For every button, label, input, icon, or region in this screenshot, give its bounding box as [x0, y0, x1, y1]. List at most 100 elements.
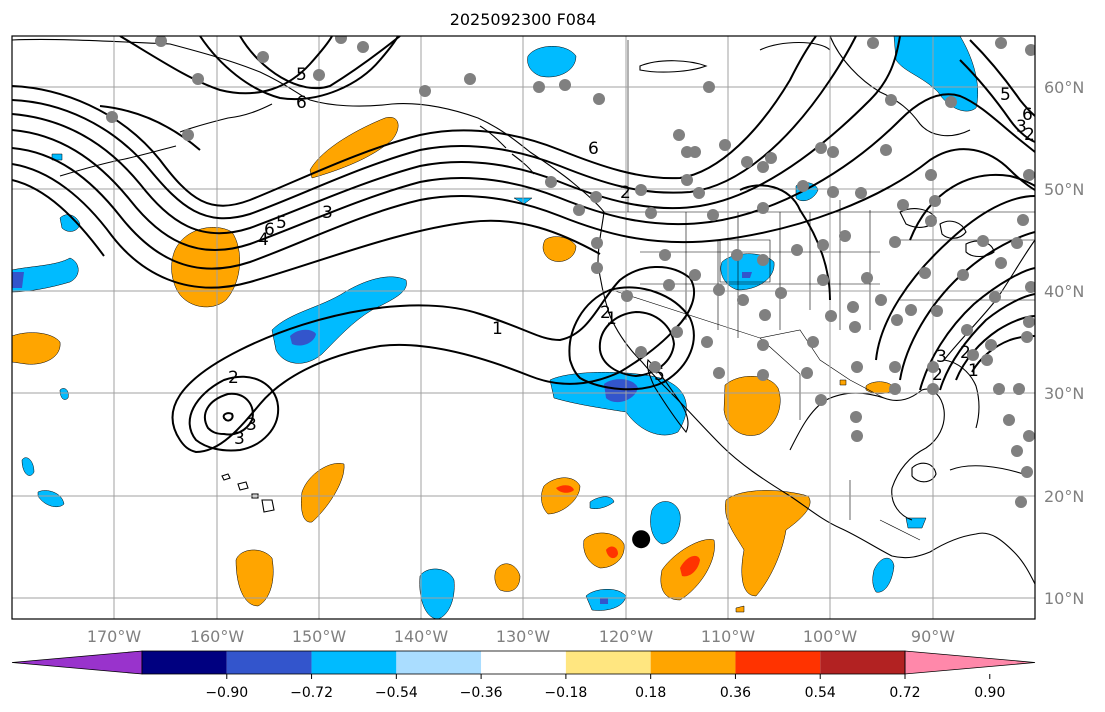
- station-dot: [847, 301, 859, 313]
- contour-label: 2: [932, 365, 943, 385]
- station-dot: [961, 324, 973, 336]
- station-dot: [1021, 466, 1033, 478]
- station-dot: [1023, 430, 1035, 442]
- colorbar-segment: [142, 651, 227, 674]
- station-dot: [765, 152, 777, 164]
- station-dot: [1025, 281, 1035, 293]
- station-dot: [885, 94, 897, 106]
- station-dot: [357, 41, 369, 53]
- station-dot: [701, 336, 713, 348]
- station-dot: [106, 111, 118, 123]
- station-dot: [757, 202, 769, 214]
- longitude-labels: 170°W 160°W 150°W 140°W 130°W 120°W 110°…: [87, 627, 955, 646]
- contour-label: 6: [588, 139, 599, 159]
- shaded-anomalies: [12, 36, 979, 619]
- political-borders: [600, 40, 1035, 541]
- colorbar: [11, 650, 1036, 675]
- station-dot: [593, 93, 605, 105]
- station-dot: [693, 187, 705, 199]
- station-dot: [731, 249, 743, 261]
- contour-label: 6: [1022, 105, 1033, 125]
- station-dot: [591, 262, 603, 274]
- lon-label: 130°W: [496, 627, 551, 646]
- station-dot: [663, 279, 675, 291]
- station-dot: [855, 187, 867, 199]
- station-dot: [889, 383, 901, 395]
- lon-label: 170°W: [87, 627, 142, 646]
- lon-label: 150°W: [292, 627, 347, 646]
- colorbar-segment: [565, 651, 651, 674]
- contour-label: 2: [960, 343, 971, 363]
- colorbar-tick-label: 0.18: [635, 685, 666, 701]
- contour-label: 5: [1000, 85, 1011, 105]
- station-dot: [419, 85, 431, 97]
- lon-label: 110°W: [701, 627, 756, 646]
- colorbar-tick-label: 0.72: [889, 685, 920, 701]
- station-dot: [825, 310, 837, 322]
- station-dot: [925, 215, 937, 227]
- lon-label: 90°W: [911, 627, 955, 646]
- gridlines: [12, 36, 1035, 619]
- station-dot: [981, 354, 993, 366]
- station-dot: [703, 81, 715, 93]
- station-dot: [573, 204, 585, 216]
- station-dot: [545, 176, 557, 188]
- station-dot: [839, 230, 851, 242]
- contour-label: 3: [936, 347, 947, 367]
- station-dot: [759, 309, 771, 321]
- station-dot: [815, 142, 827, 154]
- station-dot: [850, 411, 862, 423]
- station-dot: [925, 169, 937, 181]
- station-dot: [977, 235, 989, 247]
- lon-label: 140°W: [394, 627, 449, 646]
- station-dot: [1011, 237, 1023, 249]
- colorbar-tick-label: 0.90: [974, 685, 1005, 701]
- station-dot: [867, 37, 879, 49]
- station-dot: [635, 346, 647, 358]
- station-dot: [757, 254, 769, 266]
- station-dot: [927, 383, 939, 395]
- colorbar-tick-labels: −0.90 −0.72 −0.54 −0.36 −0.18 0.18 0.36 0.54 0.7…: [205, 674, 1005, 701]
- station-dot: [1015, 496, 1027, 508]
- station-dot: [719, 139, 731, 151]
- contour-label: 2: [620, 183, 631, 203]
- colorbar-segment: [650, 651, 736, 674]
- lon-label: 120°W: [599, 627, 654, 646]
- station-dot: [313, 69, 325, 81]
- colorbar-segment: [396, 651, 482, 674]
- colorbar-tick-label: 0.54: [805, 685, 836, 701]
- station-dot: [1011, 445, 1023, 457]
- station-dot: [807, 336, 819, 348]
- colorbar-frame: [141, 650, 906, 675]
- station-dot: [257, 51, 269, 63]
- station-dot: [671, 326, 683, 338]
- station-dot: [989, 291, 1001, 303]
- station-dot: [713, 367, 725, 379]
- station-dot: [957, 269, 969, 281]
- lon-label: 160°W: [190, 627, 245, 646]
- station-dot: [927, 361, 939, 373]
- station-dot: [889, 361, 901, 373]
- station-dot: [757, 369, 769, 381]
- station-dots: [106, 36, 1035, 508]
- contour-label: 3: [246, 415, 257, 435]
- station-dot: [1023, 316, 1035, 328]
- station-dot: [689, 146, 701, 158]
- contour-label: 6: [296, 93, 307, 113]
- colorbar-tick-label: −0.18: [544, 685, 587, 701]
- colorbar-segment: [735, 651, 821, 674]
- station-dot: [533, 81, 545, 93]
- station-dot: [155, 36, 167, 47]
- station-dot: [1003, 414, 1015, 426]
- colorbar-tick-label: −0.36: [460, 685, 503, 701]
- station-dot: [945, 96, 957, 108]
- station-dot: [815, 394, 827, 406]
- map-frame: [11, 35, 1036, 620]
- station-dot: [673, 129, 685, 141]
- lat-label: 50°N: [1044, 180, 1084, 199]
- station-dot: [707, 209, 719, 221]
- station-dot: [1023, 169, 1035, 181]
- station-dot: [464, 73, 476, 85]
- black-dot-marker: [632, 530, 651, 549]
